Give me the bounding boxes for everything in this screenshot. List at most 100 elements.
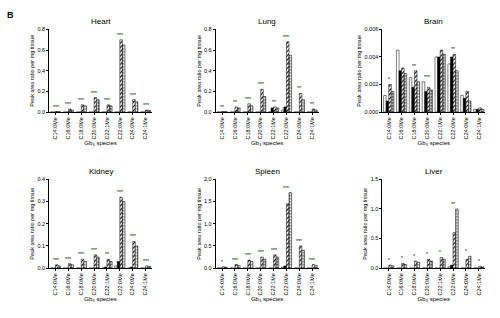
- svg-text:C24:0Me: C24:0Me: [129, 273, 135, 295]
- svg-text:C22:1Me: C22:1Me: [437, 117, 443, 139]
- svg-text:**: **: [412, 63, 416, 69]
- svg-text:C24:1Me: C24:1Me: [476, 273, 482, 295]
- svg-text:C24:1Me: C24:1Me: [309, 117, 315, 139]
- svg-text:**: **: [220, 104, 224, 110]
- svg-text:C16:0Me: C16:0Me: [65, 273, 71, 295]
- svg-text:0.002: 0.002: [365, 81, 379, 87]
- svg-text:***: ***: [245, 252, 251, 258]
- svg-text:***: ***: [296, 238, 302, 244]
- svg-text:C14:0Me: C14:0Me: [386, 117, 392, 139]
- svg-text:0.8: 0.8: [204, 26, 212, 32]
- svg-text:C14:0Me: C14:0Me: [386, 273, 392, 295]
- svg-text:0.0: 0.0: [37, 265, 45, 271]
- svg-text:C20:0Me: C20:0Me: [91, 117, 97, 139]
- svg-text:C14:0Me: C14:0Me: [219, 117, 225, 139]
- svg-text:0.2: 0.2: [204, 88, 212, 94]
- svg-text:C18:0Me: C18:0Me: [245, 117, 251, 139]
- svg-text:C20:0Me: C20:0Me: [424, 273, 430, 295]
- svg-text:***: ***: [309, 257, 315, 263]
- svg-text:**: **: [105, 251, 109, 257]
- svg-text:***: ***: [78, 97, 84, 103]
- svg-text:C24:1Me: C24:1Me: [142, 273, 148, 295]
- svg-text:***: ***: [117, 32, 123, 38]
- svg-text:Gb₃ species: Gb₃ species: [418, 296, 450, 302]
- svg-text:C20:0Me: C20:0Me: [258, 117, 264, 139]
- svg-text:0.4: 0.4: [204, 68, 212, 74]
- svg-text:0.2: 0.2: [37, 88, 45, 94]
- svg-text:***: ***: [283, 34, 289, 40]
- svg-text:C24:0Me: C24:0Me: [296, 117, 302, 139]
- svg-text:Spleen: Spleen: [255, 167, 280, 176]
- svg-text:C24:0Me: C24:0Me: [463, 117, 469, 139]
- svg-text:*: *: [388, 76, 390, 82]
- svg-text:C22:0Me: C22:0Me: [117, 273, 123, 295]
- svg-text:***: ***: [283, 185, 289, 191]
- svg-text:C18:0Me: C18:0Me: [78, 117, 84, 139]
- svg-text:***: ***: [258, 81, 264, 87]
- svg-text:***: ***: [258, 249, 264, 255]
- svg-text:Peak area ratio per mg tissue: Peak area ratio per mg tissue: [196, 35, 202, 107]
- svg-text:***: ***: [424, 74, 430, 80]
- svg-text:0.006: 0.006: [365, 26, 379, 32]
- svg-text:0.2: 0.2: [37, 221, 45, 227]
- svg-text:C14:0Me: C14:0Me: [52, 273, 58, 295]
- svg-text:0.0: 0.0: [371, 265, 379, 271]
- svg-text:Peak area ratio per mg tissue: Peak area ratio per mg tissue: [29, 188, 35, 260]
- svg-text:0.0: 0.0: [37, 109, 45, 115]
- svg-text:C16:0Me: C16:0Me: [398, 273, 404, 295]
- svg-text:Liver: Liver: [425, 167, 443, 176]
- svg-text:1.5: 1.5: [371, 176, 379, 182]
- svg-text:C22:1Me: C22:1Me: [270, 117, 276, 139]
- svg-text:C24:0Me: C24:0Me: [129, 117, 135, 139]
- svg-text:*: *: [465, 248, 467, 254]
- svg-text:*: *: [401, 255, 403, 261]
- svg-text:C22:0Me: C22:0Me: [117, 117, 123, 139]
- svg-text:**: **: [451, 201, 455, 207]
- svg-text:**: **: [310, 101, 314, 107]
- svg-text:C14:0Me: C14:0Me: [219, 273, 225, 295]
- svg-text:C22:1Me: C22:1Me: [437, 273, 443, 295]
- svg-text:*: *: [439, 249, 441, 255]
- svg-text:**: **: [451, 46, 455, 52]
- svg-text:2.0: 2.0: [204, 176, 212, 182]
- svg-text:0.4: 0.4: [37, 68, 45, 74]
- svg-text:Gb₃ species: Gb₃ species: [251, 296, 283, 302]
- svg-text:***: ***: [232, 257, 238, 263]
- svg-text:0.6: 0.6: [204, 47, 212, 53]
- svg-text:**: **: [297, 85, 301, 91]
- svg-text:***: ***: [130, 233, 136, 239]
- svg-text:C18:0Me: C18:0Me: [245, 273, 251, 295]
- svg-text:***: ***: [130, 92, 136, 98]
- svg-text:Peak area ratio per mg tissue: Peak area ratio per mg tissue: [356, 35, 362, 107]
- svg-text:***: ***: [117, 189, 123, 195]
- svg-text:0.6: 0.6: [37, 47, 45, 53]
- svg-text:1.0: 1.0: [371, 206, 379, 212]
- svg-text:***: ***: [91, 247, 97, 253]
- svg-text:C22:1Me: C22:1Me: [104, 273, 110, 295]
- svg-text:C16:0Me: C16:0Me: [232, 273, 238, 295]
- svg-text:**: **: [233, 99, 237, 105]
- svg-text:*: *: [478, 258, 480, 264]
- svg-text:1.5: 1.5: [204, 198, 212, 204]
- svg-text:0.0: 0.0: [204, 265, 212, 271]
- svg-text:*: *: [426, 251, 428, 257]
- svg-text:0.004: 0.004: [365, 54, 379, 60]
- svg-text:*: *: [221, 259, 223, 265]
- svg-text:C22:0Me: C22:0Me: [283, 117, 289, 139]
- svg-text:C20:0Me: C20:0Me: [424, 117, 430, 139]
- svg-text:0.8: 0.8: [37, 26, 45, 32]
- svg-text:C18:0Me: C18:0Me: [78, 273, 84, 295]
- svg-text:Gb₃ species: Gb₃ species: [418, 140, 450, 146]
- svg-text:C22:1Me: C22:1Me: [270, 273, 276, 295]
- svg-text:0.000: 0.000: [365, 109, 379, 115]
- svg-text:1.0: 1.0: [204, 221, 212, 227]
- svg-text:Peak area ratio per mg tissue: Peak area ratio per mg tissue: [29, 35, 35, 107]
- svg-text:***: ***: [65, 256, 71, 262]
- svg-text:C16:0Me: C16:0Me: [65, 117, 71, 139]
- svg-text:C22:0Me: C22:0Me: [450, 273, 456, 295]
- svg-text:0.5: 0.5: [371, 235, 379, 241]
- svg-text:Gb₃ species: Gb₃ species: [84, 296, 116, 302]
- svg-text:C22:0Me: C22:0Me: [283, 273, 289, 295]
- svg-text:0.4: 0.4: [37, 176, 45, 182]
- svg-text:***: ***: [65, 101, 71, 107]
